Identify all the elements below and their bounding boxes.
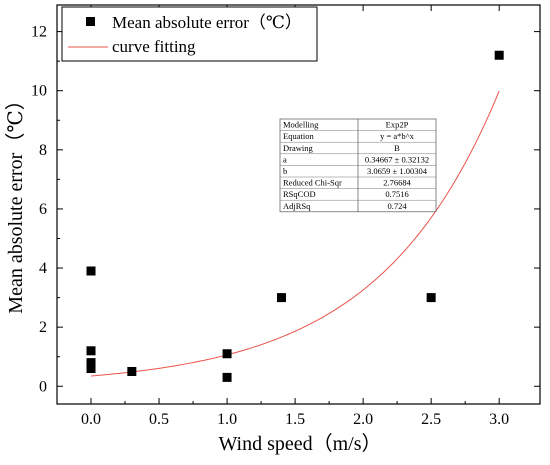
legend-marker-square bbox=[86, 17, 95, 26]
fit-curve-line bbox=[90, 90, 500, 377]
stats-row-value: 2.76684 bbox=[383, 178, 411, 188]
x-tick-label: 2.0 bbox=[353, 411, 373, 428]
data-point bbox=[222, 349, 232, 359]
y-tick-label: 0 bbox=[39, 378, 47, 395]
data-point bbox=[426, 293, 436, 303]
stats-table: Modelling Exp2P Equation y = a*b^x Drawing Ba… bbox=[279, 118, 437, 213]
y-tick-label: 4 bbox=[39, 260, 47, 277]
stats-row-value: 3.0659 ± 1.00304 bbox=[367, 166, 428, 176]
data-point bbox=[86, 364, 96, 374]
stats-row-label: AdjRSq bbox=[283, 201, 311, 211]
y-axis-title: Mean absolute error（℃） bbox=[4, 90, 27, 313]
plot-area bbox=[56, 4, 541, 405]
x-tick-label: 3.0 bbox=[489, 411, 509, 428]
y-axis: 0 2 4 6 8 10 12 bbox=[31, 24, 540, 395]
data-point bbox=[86, 358, 96, 368]
data-point bbox=[127, 366, 137, 376]
data-points bbox=[86, 50, 504, 382]
stats-row-label: Equation bbox=[283, 131, 314, 141]
stats-row-label: Modelling bbox=[283, 120, 319, 130]
data-point bbox=[86, 346, 96, 356]
stats-row-value: 0.724 bbox=[387, 201, 407, 211]
stats-row-value: y = a*b^x bbox=[380, 131, 415, 141]
x-tick-label: 1.0 bbox=[217, 411, 237, 428]
x-tick-label: 0.0 bbox=[81, 411, 101, 428]
stats-row-label: Drawing bbox=[283, 143, 313, 153]
data-point bbox=[276, 293, 286, 303]
y-tick-label: 10 bbox=[31, 83, 47, 100]
plot-frame bbox=[56, 4, 541, 405]
stats-row-label: b bbox=[283, 166, 287, 176]
x-tick-label: 1.5 bbox=[285, 411, 305, 428]
stats-row-label: RSqCOD bbox=[283, 189, 316, 199]
y-tick-label: 8 bbox=[39, 142, 47, 159]
stats-row-value: Exp2P bbox=[386, 120, 409, 130]
stats-row-value: 0.7516 bbox=[385, 189, 408, 199]
x-tick-label: 0.5 bbox=[149, 411, 169, 428]
fit-curve bbox=[90, 90, 500, 377]
stats-row-label: a bbox=[283, 154, 287, 164]
data-point bbox=[86, 266, 96, 276]
legend-box bbox=[61, 6, 318, 62]
y-tick-label: 12 bbox=[31, 24, 47, 41]
stats-row-label: Reduced Chi-Sqr bbox=[283, 178, 342, 188]
y-tick-label: 2 bbox=[39, 319, 47, 336]
data-point bbox=[494, 50, 504, 60]
x-axis-title: Wind speed（m/s） bbox=[218, 432, 381, 455]
x-tick-label: 2.5 bbox=[421, 411, 441, 428]
x-axis: 0.0 0.5 1.0 1.5 2.0 2.5 3.0 bbox=[81, 5, 509, 428]
stats-row-value: 0.34667 ± 0.32132 bbox=[365, 154, 429, 164]
legend: Mean absolute error（℃） curve fitting bbox=[61, 6, 318, 62]
stats-row-value: B bbox=[394, 143, 400, 153]
legend-label-scatter: Mean absolute error（℃） bbox=[112, 13, 302, 32]
data-point bbox=[222, 372, 232, 382]
legend-label-fit: curve fitting bbox=[112, 37, 196, 56]
y-tick-label: 6 bbox=[39, 201, 47, 218]
